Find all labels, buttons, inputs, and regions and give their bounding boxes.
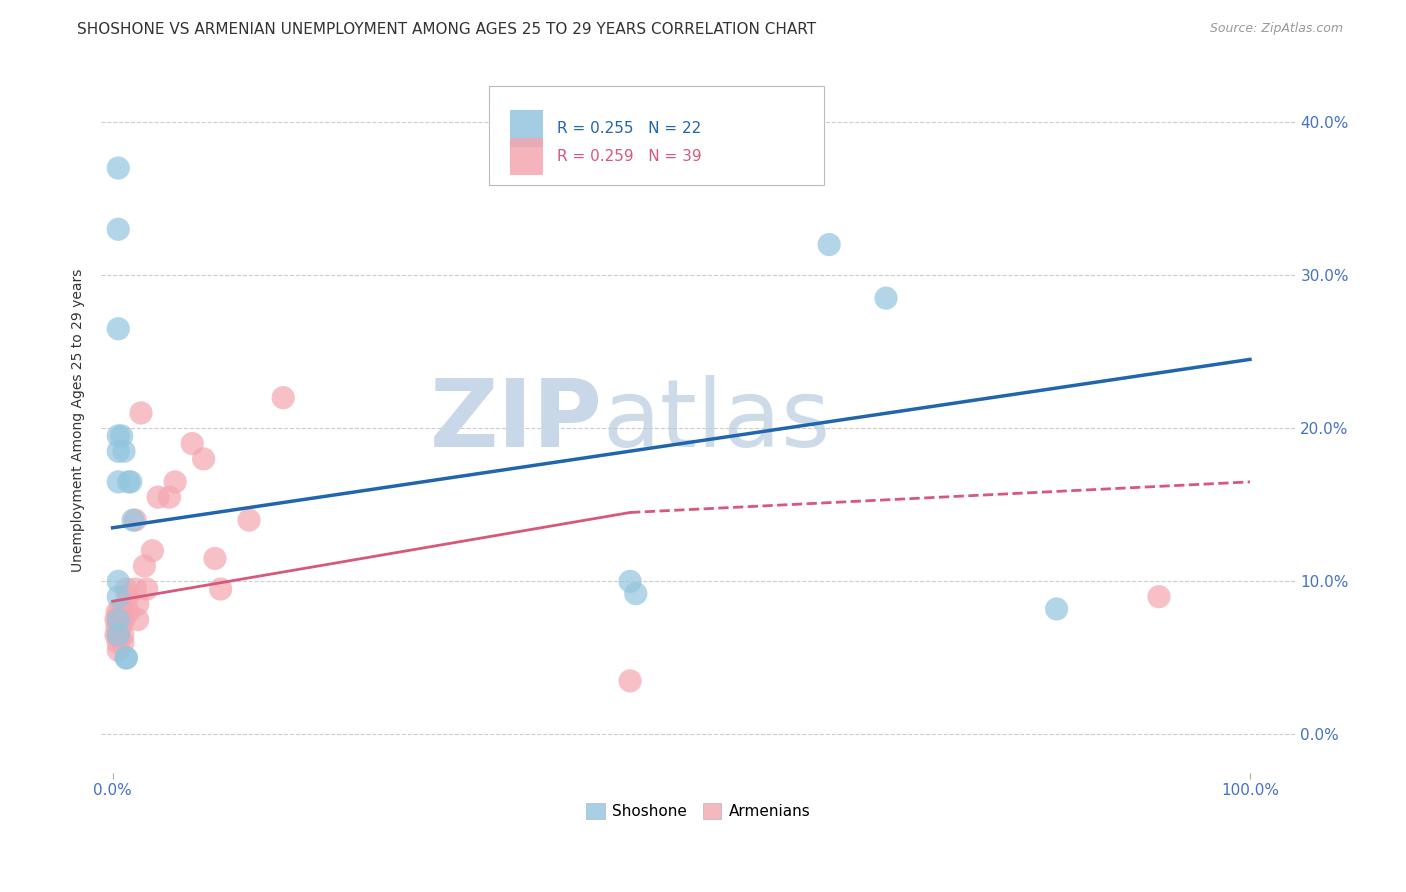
Point	[107, 475, 129, 489]
Text: atlas: atlas	[603, 375, 831, 467]
Point	[115, 651, 138, 665]
Point	[107, 444, 129, 458]
Point	[111, 635, 134, 649]
Point	[134, 559, 156, 574]
Point	[619, 673, 641, 688]
Text: SHOSHONE VS ARMENIAN UNEMPLOYMENT AMONG AGES 25 TO 29 YEARS CORRELATION CHART: SHOSHONE VS ARMENIAN UNEMPLOYMENT AMONG …	[77, 22, 817, 37]
Point	[105, 628, 128, 642]
Point	[146, 490, 169, 504]
Point	[124, 513, 146, 527]
Point	[115, 582, 138, 596]
Y-axis label: Unemployment Among Ages 25 to 29 years: Unemployment Among Ages 25 to 29 years	[72, 269, 86, 573]
Point	[209, 582, 232, 596]
Point	[107, 628, 129, 642]
Point	[117, 605, 139, 619]
Legend: Shoshone, Armenians: Shoshone, Armenians	[581, 797, 817, 825]
Point	[112, 444, 135, 458]
Point	[112, 613, 135, 627]
Point	[129, 406, 152, 420]
Point	[135, 582, 157, 596]
FancyBboxPatch shape	[509, 138, 543, 175]
Point	[124, 582, 146, 596]
Point	[107, 643, 129, 657]
Point	[127, 613, 149, 627]
Point	[165, 475, 187, 489]
Point	[107, 613, 129, 627]
Point	[624, 586, 647, 600]
Text: ZIP: ZIP	[430, 375, 603, 467]
Point	[107, 429, 129, 443]
Point	[204, 551, 226, 566]
Point	[107, 222, 129, 236]
Point	[107, 628, 129, 642]
Point	[111, 429, 134, 443]
Point	[107, 161, 129, 175]
Point	[107, 322, 129, 336]
Point	[117, 590, 139, 604]
Point	[107, 613, 129, 627]
Point	[120, 475, 142, 489]
Point	[1046, 602, 1069, 616]
Point	[117, 475, 139, 489]
Point	[108, 605, 131, 619]
Point	[111, 613, 134, 627]
Point	[1147, 590, 1170, 604]
Point	[271, 391, 294, 405]
Point	[238, 513, 260, 527]
Point	[107, 635, 129, 649]
Point	[122, 513, 145, 527]
Point	[105, 605, 128, 619]
Point	[619, 574, 641, 589]
Point	[159, 490, 181, 504]
Point	[818, 237, 841, 252]
Text: R = 0.255   N = 22: R = 0.255 N = 22	[557, 121, 702, 136]
Text: R = 0.259   N = 39: R = 0.259 N = 39	[557, 149, 702, 164]
Point	[181, 436, 204, 450]
Point	[127, 598, 149, 612]
Text: Source: ZipAtlas.com: Source: ZipAtlas.com	[1209, 22, 1343, 36]
Point	[193, 451, 215, 466]
Point	[107, 590, 129, 604]
Point	[107, 574, 129, 589]
Point	[112, 605, 135, 619]
FancyBboxPatch shape	[489, 87, 824, 185]
Point	[875, 291, 897, 305]
Point	[105, 613, 128, 627]
Point	[108, 628, 131, 642]
Point	[141, 543, 163, 558]
Point	[115, 651, 138, 665]
FancyBboxPatch shape	[509, 110, 543, 146]
Point	[111, 628, 134, 642]
Point	[110, 620, 132, 634]
Point	[108, 620, 131, 634]
Point	[105, 620, 128, 634]
